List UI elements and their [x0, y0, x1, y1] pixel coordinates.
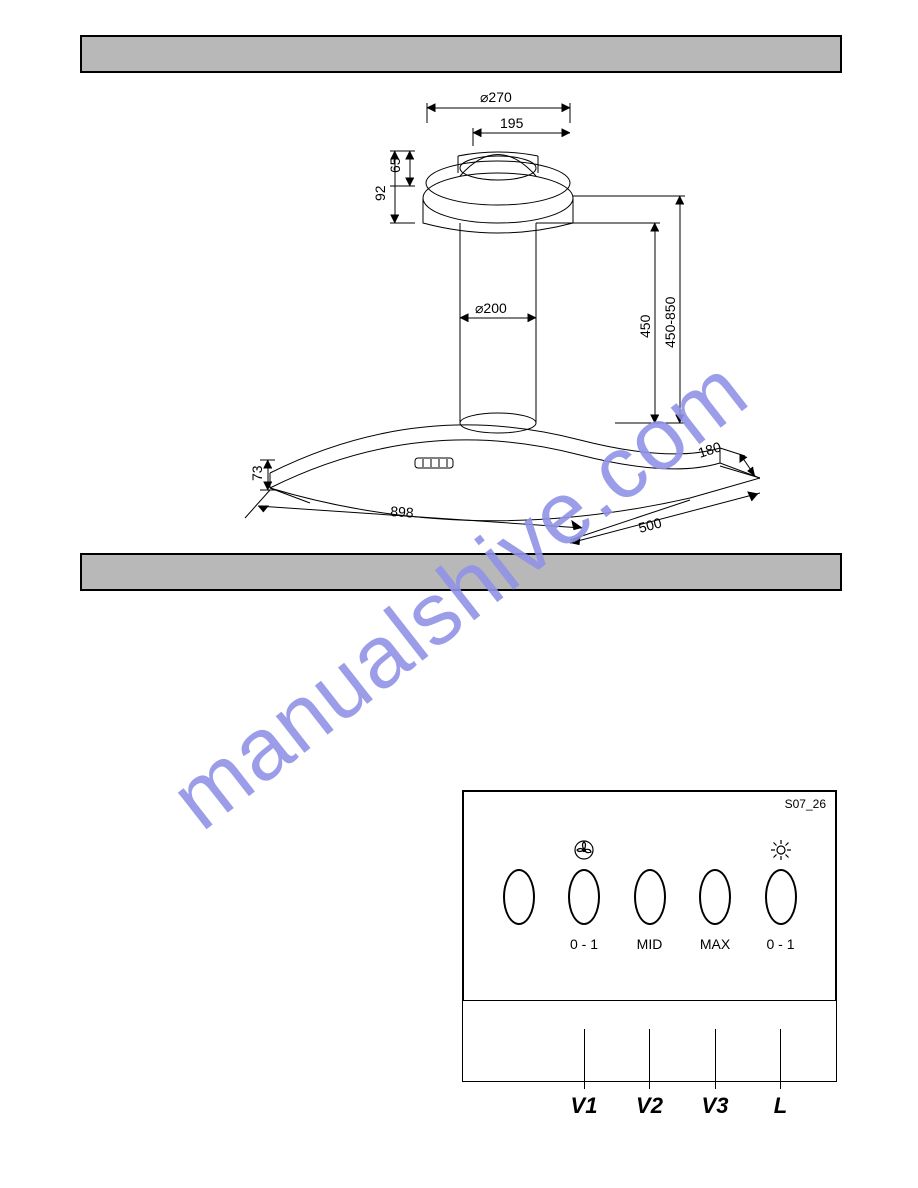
ref-line: [715, 1029, 716, 1089]
ref-col-2: V2: [620, 1029, 680, 1119]
svg-text:⌀200: ⌀200: [475, 300, 507, 316]
light-icon: [770, 839, 792, 861]
button-oval-2: [634, 869, 666, 925]
ref-label-3: V3: [702, 1093, 729, 1119]
ref-line: [780, 1029, 781, 1089]
panel-button-col-0: [489, 839, 549, 952]
fan-icon: [573, 839, 595, 861]
svg-text:65: 65: [387, 157, 403, 173]
svg-text:500: 500: [637, 514, 664, 536]
ref-col-0: [489, 1029, 549, 1119]
button-label-2: MID: [637, 936, 663, 952]
ref-col-4: L: [751, 1029, 811, 1119]
button-oval-3: [699, 869, 731, 925]
panel-button-col-1: 0 - 1: [554, 839, 614, 952]
svg-text:450-850: 450-850: [662, 296, 678, 348]
technical-drawing: ⌀270 195 65 92: [80, 73, 838, 553]
button-label-3: MAX: [700, 936, 730, 952]
panel-button-col-2: MID: [620, 839, 680, 952]
button-label-1: 0 - 1: [570, 936, 598, 952]
panel-button-col-3: MAX: [685, 839, 745, 952]
panel-code-label: S07_26: [785, 797, 826, 811]
ref-label-1: V1: [571, 1093, 598, 1119]
panel-button-col-4: 0 - 1: [751, 839, 811, 952]
button-oval-4: [765, 869, 797, 925]
hood-dimension-diagram: ⌀270 195 65 92: [200, 78, 760, 548]
button-oval-0: [503, 869, 535, 925]
section-divider-top: [80, 35, 842, 73]
ref-label-2: V2: [636, 1093, 663, 1119]
svg-text:92: 92: [372, 185, 388, 201]
svg-text:180: 180: [696, 438, 723, 461]
section-divider-mid: [80, 553, 842, 591]
panel-button-row: 0 - 1 MID MAX 0 - 1: [483, 839, 816, 952]
ref-col-3: V3: [685, 1029, 745, 1119]
svg-text:⌀270: ⌀270: [480, 89, 512, 105]
button-oval-1: [568, 869, 600, 925]
svg-text:73: 73: [249, 465, 265, 481]
ref-label-4: L: [774, 1093, 787, 1119]
control-panel-diagram: S07_26 0 - 1 MID MAX: [462, 790, 837, 1082]
panel-ref-row: V1 V2 V3 L: [483, 1029, 816, 1119]
ref-col-1: V1: [554, 1029, 614, 1119]
svg-text:450: 450: [637, 314, 653, 338]
ref-line: [649, 1029, 650, 1089]
button-label-4: 0 - 1: [766, 936, 794, 952]
ref-line: [584, 1029, 585, 1089]
svg-text:195: 195: [500, 115, 524, 131]
svg-text:898: 898: [390, 503, 415, 521]
